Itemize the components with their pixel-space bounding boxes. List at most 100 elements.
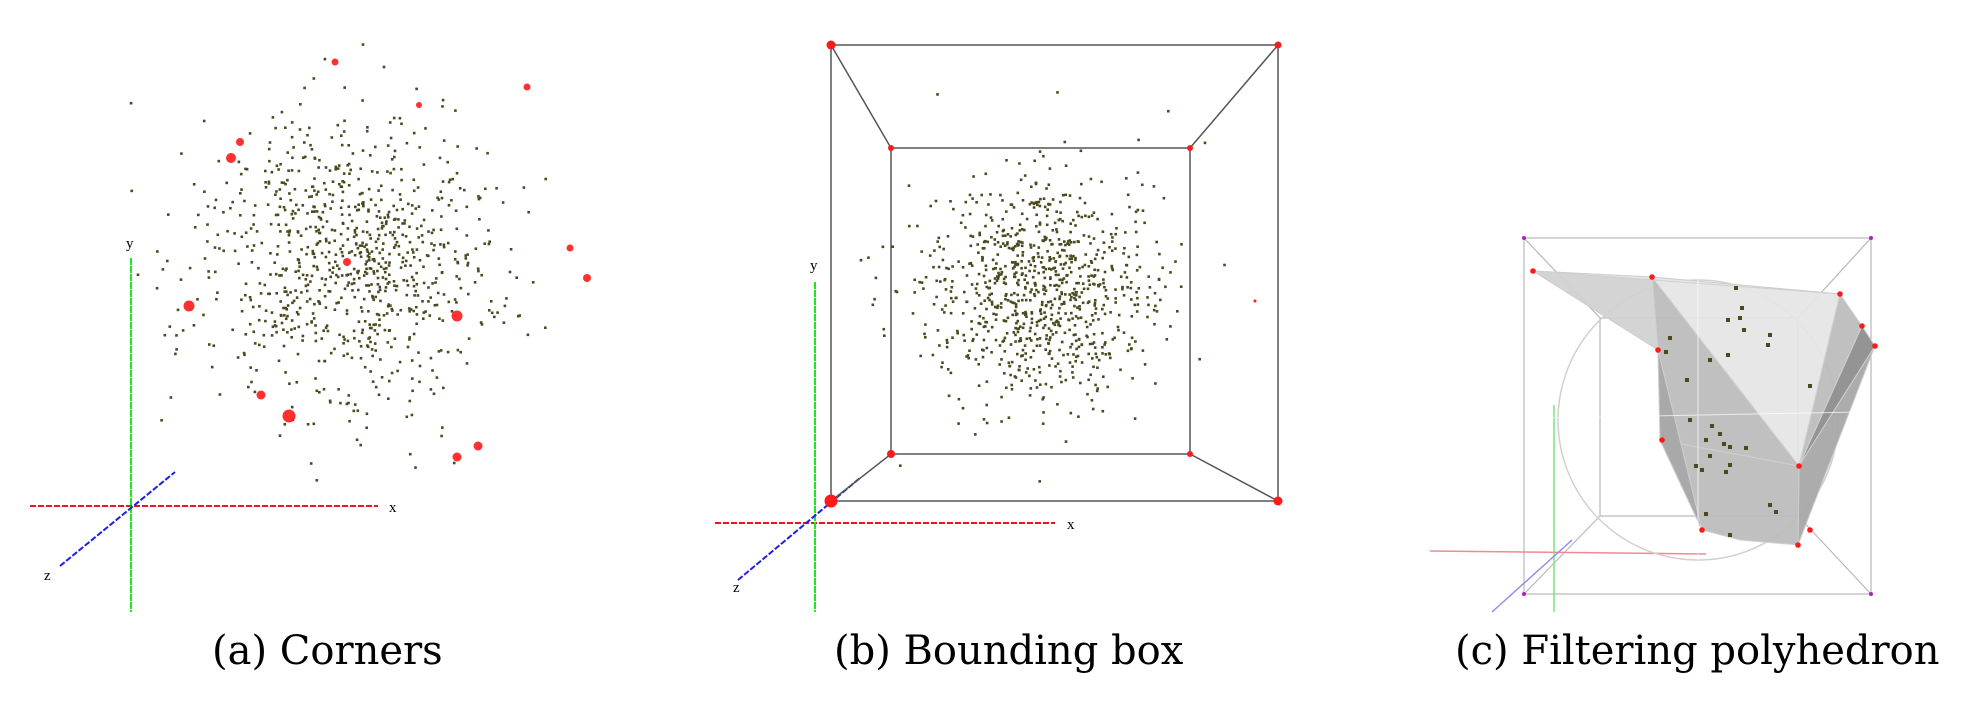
cloud-point [244,167,247,171]
cloud-point [1067,318,1070,321]
cloud-point [225,181,228,185]
cloud-point [380,198,383,202]
cloud-point [257,266,260,270]
cloud-point [249,227,253,230]
cloud-point [367,259,371,262]
cloud-point [362,274,366,277]
cloud-point [996,304,1000,308]
cloud-point [1081,282,1085,285]
cloud-point [995,279,999,282]
cloud-point [1058,375,1062,378]
cloud-point [1006,316,1010,320]
cloud-point [1076,354,1080,358]
cloud-point [356,247,360,250]
cloud-point [1107,352,1111,355]
cloud-point [1734,286,1738,290]
cloud-point [1033,281,1037,285]
cloud-point [1055,210,1058,213]
cloud-point [167,213,170,216]
cloud-point [161,268,165,271]
cloud-point [313,177,316,180]
cloud-point [333,347,336,351]
cloud-point [311,210,314,213]
cloud-point [985,380,989,383]
cloud-point [282,181,286,185]
cloud-point [1085,325,1089,329]
cloud-point [1114,232,1117,236]
cloud-point [465,362,469,365]
cloud-point [336,167,340,170]
cloud-point [359,255,363,258]
cloud-point [1075,281,1078,285]
cloud-point [1037,230,1041,234]
cloud-point [1054,260,1058,263]
cloud-point [244,282,248,286]
cloud-point [324,166,328,169]
cloud-point [373,329,377,332]
cloud-point [496,311,499,314]
cloud-point [400,178,403,182]
cloud-point [206,240,209,243]
cloud-point [1057,238,1061,241]
cloud-point [1095,389,1099,393]
cloud-point [458,187,462,190]
cloud-point [957,260,960,263]
cloud-point [1070,257,1074,261]
cloud-point [417,351,420,354]
cloud-point [1030,339,1033,342]
cloud-point [1125,177,1128,180]
polyhedron-face [1532,270,1841,295]
cloud-point [1029,326,1032,330]
cloud-point [286,331,289,334]
cloud-point [439,190,443,193]
cloud-point [1135,310,1139,313]
cloud-point [1016,352,1019,356]
cloud-point [334,253,338,256]
cloud-point [333,239,336,243]
cloud-point [346,284,349,287]
cloud-point [1704,438,1708,442]
cloud-point [440,270,444,274]
cloud-point [304,284,308,288]
cloud-point [993,277,997,280]
cloud-point [956,329,959,333]
cloud-point [250,261,254,264]
cloud-point [1005,159,1008,162]
cloud-point [1056,251,1059,255]
cloud-point [1058,297,1061,301]
cloud-point [432,228,435,232]
cloud-point [947,267,950,271]
cloud-point [934,199,938,203]
cloud-point [1203,141,1207,145]
cloud-point [403,222,406,225]
cloud-point [206,205,210,208]
cloud-point [1169,325,1172,328]
cloud-point [1079,149,1083,153]
cloud-point [1078,267,1081,270]
cloud-point [1042,396,1045,399]
cloud-point [357,203,360,206]
cloud-point [1035,344,1039,348]
cloud-point [990,292,993,296]
cloud-point [1135,269,1139,272]
cloud-point [1072,254,1075,258]
cloud-point [304,189,308,192]
cloud-point [981,259,984,262]
cloud-point [1103,251,1106,254]
cloud-point [924,323,927,326]
cloud-point [1065,280,1068,284]
cloud-point [1103,312,1107,316]
cloud-point [1043,324,1047,327]
cloud-point [1064,440,1068,443]
filtering-polyhedron [1531,270,1876,546]
cloud-point [949,371,953,375]
polyhedron-vertex [1837,291,1843,297]
cloud-point [175,334,178,337]
box-vertices [1522,236,1873,596]
cloud-point [403,219,407,222]
cloud-point [1028,329,1032,333]
cloud-point [279,230,282,233]
cloud-point [366,254,370,258]
cloud-point [1003,336,1007,340]
cloud-point [975,282,979,286]
